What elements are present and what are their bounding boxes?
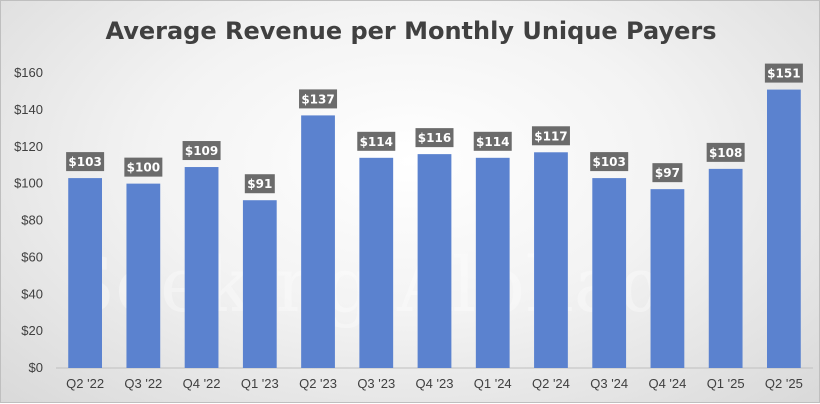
data-label-box [124,157,163,177]
data-label-box [182,141,221,161]
x-tick-label: Q1 '24 [474,376,512,391]
data-label: $108 [709,146,742,160]
data-label-box [764,63,803,83]
chart-title: Average Revenue per Monthly Unique Payer… [105,17,717,45]
bar [766,89,801,368]
bar [68,178,103,368]
x-tick-label: Q2 '24 [532,376,570,391]
data-label: $91 [247,177,272,191]
x-tick-label: Q1 '25 [707,376,745,391]
y-tick-label: $160 [14,65,43,80]
y-tick-label: $20 [21,323,43,338]
x-tick-label: Q4 '23 [416,376,454,391]
data-label: $100 [127,161,160,175]
data-label: $114 [476,135,509,149]
bar [417,154,452,368]
data-label-box [590,152,629,172]
bar [242,200,277,368]
x-tick-label: Q4 '24 [648,376,686,391]
data-label: $117 [534,129,567,143]
x-tick-label: Q3 '23 [357,376,395,391]
y-tick-label: $0 [29,360,43,375]
data-label: $109 [185,144,218,158]
data-label-box [357,131,396,151]
x-tick-label: Q2 '22 [66,376,104,391]
data-label: $114 [360,135,393,149]
data-label: $151 [767,67,800,81]
data-label-box [706,142,745,162]
data-label: $137 [301,92,334,106]
y-tick-label: $120 [14,139,43,154]
y-tick-label: $80 [21,213,43,228]
data-label-box [244,174,275,194]
x-tick-label: Q2 '25 [765,376,803,391]
x-tick-label: Q3 '24 [590,376,628,391]
data-label-box [299,89,338,109]
x-tick-label: Q2 '23 [299,376,337,391]
x-tick-label: Q3 '22 [124,376,162,391]
bar [534,152,568,368]
data-label: $116 [418,131,451,145]
bar [592,178,627,368]
data-label: $103 [68,155,101,169]
bar [708,168,743,368]
x-tick-label: Q4 '22 [183,376,221,391]
bar [126,183,161,368]
bar [359,157,394,368]
y-tick-label: $100 [14,176,43,191]
data-label-box [531,126,570,146]
y-tick-label: $40 [21,286,43,301]
y-tick-label: $140 [14,102,43,117]
data-label-box [652,163,683,183]
data-label: $97 [655,166,680,180]
data-label: $103 [592,155,625,169]
bar [184,167,219,368]
y-tick-label: $60 [21,249,43,264]
bar [650,189,685,368]
data-label-box [415,128,454,148]
bar [301,115,335,368]
bar [475,157,510,368]
data-label-box [66,152,105,172]
x-tick-label: Q1 '23 [241,376,279,391]
data-label-box [473,131,512,151]
